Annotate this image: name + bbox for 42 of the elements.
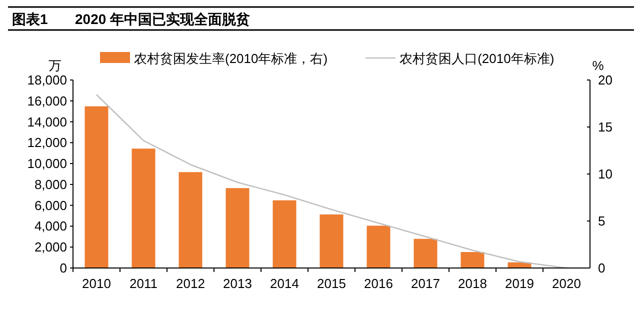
x-tick-label: 2019 [505,276,534,291]
x-tick-label: 2011 [130,276,158,291]
x-tick-label: 2014 [270,276,299,291]
chart-subtitle: 2020 年中国已实现全面脱贫 [75,11,250,27]
y-tick-label: 12,000 [27,135,67,150]
bar [460,252,484,268]
y-tick-label: 16,000 [27,93,67,108]
bar [414,238,438,268]
bar [132,148,156,268]
x-tick-label: 2015 [317,276,346,291]
y-tick-label: 4,000 [34,218,67,234]
x-tick-label: 2010 [82,276,111,291]
x-tick-label: 2012 [176,276,205,291]
y-tick-label: 18,000 [27,72,67,88]
bar [178,172,202,268]
y2-tick-label: 0 [598,260,606,276]
bar [320,214,344,268]
y-tick-label: 0 [60,260,67,276]
y2-axis-title: % [592,58,604,73]
x-tick-label: 2017 [411,276,440,291]
y-tick-label: 8,000 [34,176,67,192]
chart-title: 图表1 [12,11,48,27]
x-tick-label: 2016 [364,276,393,291]
y2-tick-label: 20 [598,72,612,88]
bar [272,200,296,268]
bar [84,106,108,268]
y2-tick-label: 15 [598,120,612,134]
x-tick-label: 2020 [552,276,581,291]
legend-label: 农村贫困人口(2010年标准) [400,51,554,66]
bar [226,188,250,268]
y-tick-label: 10,000 [27,156,67,172]
x-tick-label: 2013 [223,276,252,291]
legend-label: 农村贫困发生率(2010年标准，右) [134,51,328,66]
x-tick-label: 2018 [458,276,487,291]
line-series [96,94,568,269]
y-tick-label: 14,000 [27,114,67,130]
bar [366,226,390,268]
y-tick-label: 6,000 [34,198,67,213]
y-tick-label: 2,000 [34,240,67,255]
y2-tick-label: 5 [598,214,606,228]
y2-tick-label: 10 [598,166,612,182]
y-axis-title: 万 [48,58,62,73]
